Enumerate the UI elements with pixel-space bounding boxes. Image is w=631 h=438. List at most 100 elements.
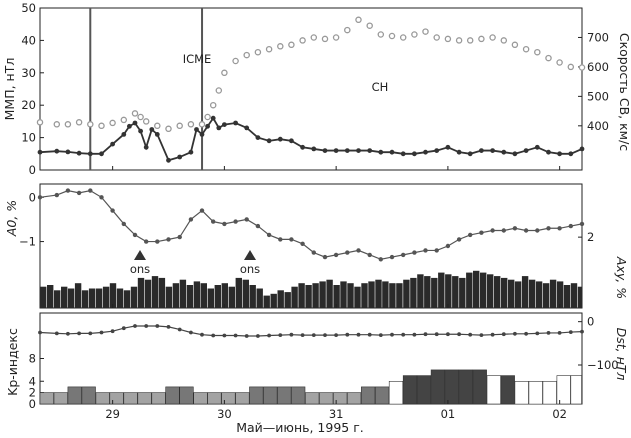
data-point-speed [466, 37, 474, 44]
data-point-a0 [222, 221, 227, 227]
axy-bar [556, 281, 564, 308]
bottom-left-tick-label: 0 [29, 397, 36, 411]
data-point-a0 [568, 223, 573, 229]
data-point-a0 [255, 223, 261, 229]
data-point-dst [490, 332, 495, 337]
data-point-speed [522, 45, 530, 53]
kp-bar [458, 369, 474, 405]
data-point-a0 [523, 228, 529, 233]
data-point-dst [99, 330, 104, 335]
kp-bar [221, 392, 236, 405]
data-point-imf [143, 144, 149, 150]
kp-bar [179, 386, 194, 405]
data-point-speed [87, 121, 94, 128]
data-point-dst [535, 331, 540, 336]
data-point-dst [479, 333, 484, 337]
data-point-dst [457, 332, 461, 337]
x-tick-label: 29 [105, 407, 120, 421]
data-point-imf [87, 151, 93, 157]
data-point-speed [265, 45, 273, 53]
data-point-a0 [144, 239, 149, 244]
kp-bar [542, 380, 557, 405]
kp-bar [291, 386, 306, 405]
axy-bar [382, 281, 389, 308]
data-point-dst [356, 332, 361, 337]
data-point-a0 [99, 195, 104, 200]
kp-bar [53, 392, 68, 405]
data-point-speed [332, 34, 340, 41]
data-point-speed [120, 116, 128, 124]
axy-bar [375, 279, 382, 308]
axy-bar [480, 272, 487, 308]
data-point-dst [423, 332, 428, 337]
data-point-dst [144, 324, 149, 328]
axy-bar [396, 283, 403, 308]
data-point-speed [422, 28, 429, 35]
top-right-tick-label: 500 [587, 89, 609, 103]
kp-bar [500, 375, 515, 405]
kp-bar [514, 380, 529, 405]
data-point-speed [137, 113, 144, 121]
data-point-speed [165, 125, 172, 133]
axy-bar [186, 285, 194, 308]
data-point-speed [299, 37, 306, 44]
axy-bar [326, 279, 333, 308]
data-point-imf [300, 144, 305, 150]
top-right-tick-label: 700 [587, 30, 609, 44]
data-point-dst [378, 333, 383, 337]
axy-bar [368, 281, 375, 308]
top-right-ylabel: Скорость СВ, км/с [617, 33, 631, 151]
axy-bar [263, 295, 270, 308]
data-point-speed [578, 64, 586, 71]
axy-bar [179, 279, 187, 308]
data-point-a0 [535, 228, 540, 233]
data-point-speed [344, 26, 351, 34]
data-point-a0 [389, 254, 395, 260]
axy-bar [305, 285, 312, 308]
data-point-imf [177, 154, 183, 160]
data-point-a0 [412, 250, 417, 255]
axy-bar [577, 286, 582, 308]
data-point-a0 [266, 232, 272, 238]
kp-bar [346, 392, 362, 405]
data-point-speed [109, 119, 116, 127]
data-point-imf [356, 148, 361, 154]
middle-left-tick-label: −1 [19, 235, 36, 249]
data-point-imf [37, 149, 43, 155]
kp-bar [39, 392, 54, 405]
data-point-imf [154, 132, 160, 137]
x-tick-label: 31 [329, 407, 344, 421]
annotation-ch: CH [372, 80, 389, 94]
data-point-imf [54, 148, 60, 154]
axy-bar [473, 270, 480, 308]
axy-bar [570, 283, 578, 308]
data-point-dst [580, 329, 584, 334]
data-point-dst [501, 332, 506, 337]
data-point-imf [110, 141, 115, 147]
top-right-tick-label: 400 [587, 119, 609, 133]
data-point-a0 [76, 190, 82, 196]
axy-bar [193, 281, 201, 308]
axy-bar [61, 286, 68, 308]
data-point-dst [278, 333, 283, 337]
data-point-imf [132, 120, 138, 126]
middle-left-ylabel: A0, % [4, 200, 19, 237]
data-point-dst [222, 333, 227, 338]
axy-bar [242, 279, 249, 308]
axy-bar [81, 290, 89, 308]
data-point-dst [233, 333, 238, 338]
data-point-a0 [88, 188, 93, 193]
data-point-speed [444, 35, 452, 43]
data-point-a0 [579, 221, 585, 227]
data-point-imf [255, 135, 261, 141]
data-point-dst [345, 332, 350, 337]
data-point-imf [99, 151, 104, 157]
kp-bar [402, 375, 418, 405]
axy-bar [494, 276, 501, 308]
data-point-a0 [378, 257, 383, 262]
kp-bar [444, 369, 460, 405]
top-left-tick-label: 30 [21, 66, 36, 80]
data-point-dst [367, 332, 372, 337]
data-point-imf [166, 157, 171, 163]
